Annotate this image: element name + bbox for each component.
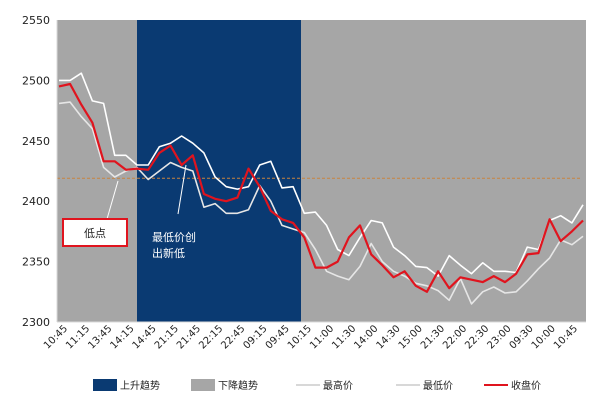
low-point-box — [62, 218, 128, 247]
series-line — [58, 101, 584, 305]
x-tick-label: 14:45 — [131, 323, 159, 351]
series-line — [58, 82, 584, 293]
downtrend-shading — [57, 20, 586, 322]
x-tick-label: 09:45 — [264, 323, 292, 351]
x-tick-label: 09:15 — [242, 323, 270, 351]
low-point-annotation: 低点 — [62, 180, 128, 247]
x-tick-label: 10:15 — [286, 323, 314, 351]
x-tick-label: 10:45 — [552, 323, 580, 351]
series-line — [59, 72, 584, 277]
legend-swatch — [93, 379, 117, 391]
x-tick-label: 21:45 — [175, 323, 203, 351]
legend: 上升趋势 下降趋势 最高价 最低价 收盘价 — [93, 379, 541, 392]
x-tick-label: 11:15 — [64, 323, 92, 351]
legend-item: 上升趋势 — [93, 379, 160, 392]
new-low-label-line1: 最低价创 — [152, 231, 196, 244]
x-tick-label: 22:00 — [441, 323, 469, 351]
x-tick-label: 11:30 — [330, 323, 358, 351]
y-tick-label: 2450 — [22, 135, 50, 148]
new-low-leader-line — [177, 164, 187, 215]
legend-label: 最高价 — [323, 379, 353, 392]
series-lines — [58, 72, 584, 305]
x-tick-label: 09:30 — [508, 323, 536, 351]
new-low-annotation: 最低价创 出新低 — [152, 164, 196, 260]
y-tick-label: 2400 — [22, 195, 50, 208]
legend-item: 最高价 — [296, 379, 353, 392]
trend-background — [57, 20, 586, 322]
x-tick-label: 21:30 — [419, 323, 447, 351]
x-tick-label: 11:00 — [308, 323, 336, 351]
x-tick-label: 22:45 — [219, 323, 247, 351]
y-axis: 2300 2350 2400 2450 2500 2550 — [22, 14, 58, 329]
legend-item: 最低价 — [396, 379, 453, 392]
x-axis: 10:45 11:1513:4514:1514:4521:1521:4522:15… — [42, 321, 586, 352]
y-tick-label: 2350 — [22, 256, 50, 269]
legend-label: 最低价 — [423, 379, 453, 392]
legend-item: 下降趋势 — [191, 379, 258, 392]
y-tick-label: 2300 — [22, 316, 50, 329]
legend-label: 收盘价 — [511, 379, 541, 392]
x-tick-label: 13:45 — [86, 323, 114, 351]
y-tick-label: 2550 — [22, 14, 50, 27]
legend-label: 下降趋势 — [218, 379, 258, 392]
y-tick-label: 2500 — [22, 74, 50, 87]
x-tick-label: 21:15 — [153, 323, 181, 351]
legend-label: 上升趋势 — [120, 379, 160, 392]
low-point-leader-line — [106, 180, 119, 220]
x-tick-label: 14:30 — [375, 323, 403, 351]
x-tick-label: 23:00 — [485, 323, 513, 351]
x-tick-label: 15:00 — [397, 323, 425, 351]
x-tick-label: 22:30 — [463, 323, 491, 351]
legend-swatch — [191, 379, 215, 391]
x-tick-label: 10:00 — [530, 323, 558, 351]
low-point-label: 低点 — [84, 227, 106, 240]
legend-item: 收盘价 — [484, 379, 541, 392]
x-tick-label: 22:15 — [197, 323, 225, 351]
x-tick-label: 14:00 — [352, 323, 380, 351]
uptrend-shading — [137, 20, 301, 322]
x-tick-label: 14:15 — [108, 323, 136, 351]
new-low-label-line2: 出新低 — [152, 246, 185, 260]
